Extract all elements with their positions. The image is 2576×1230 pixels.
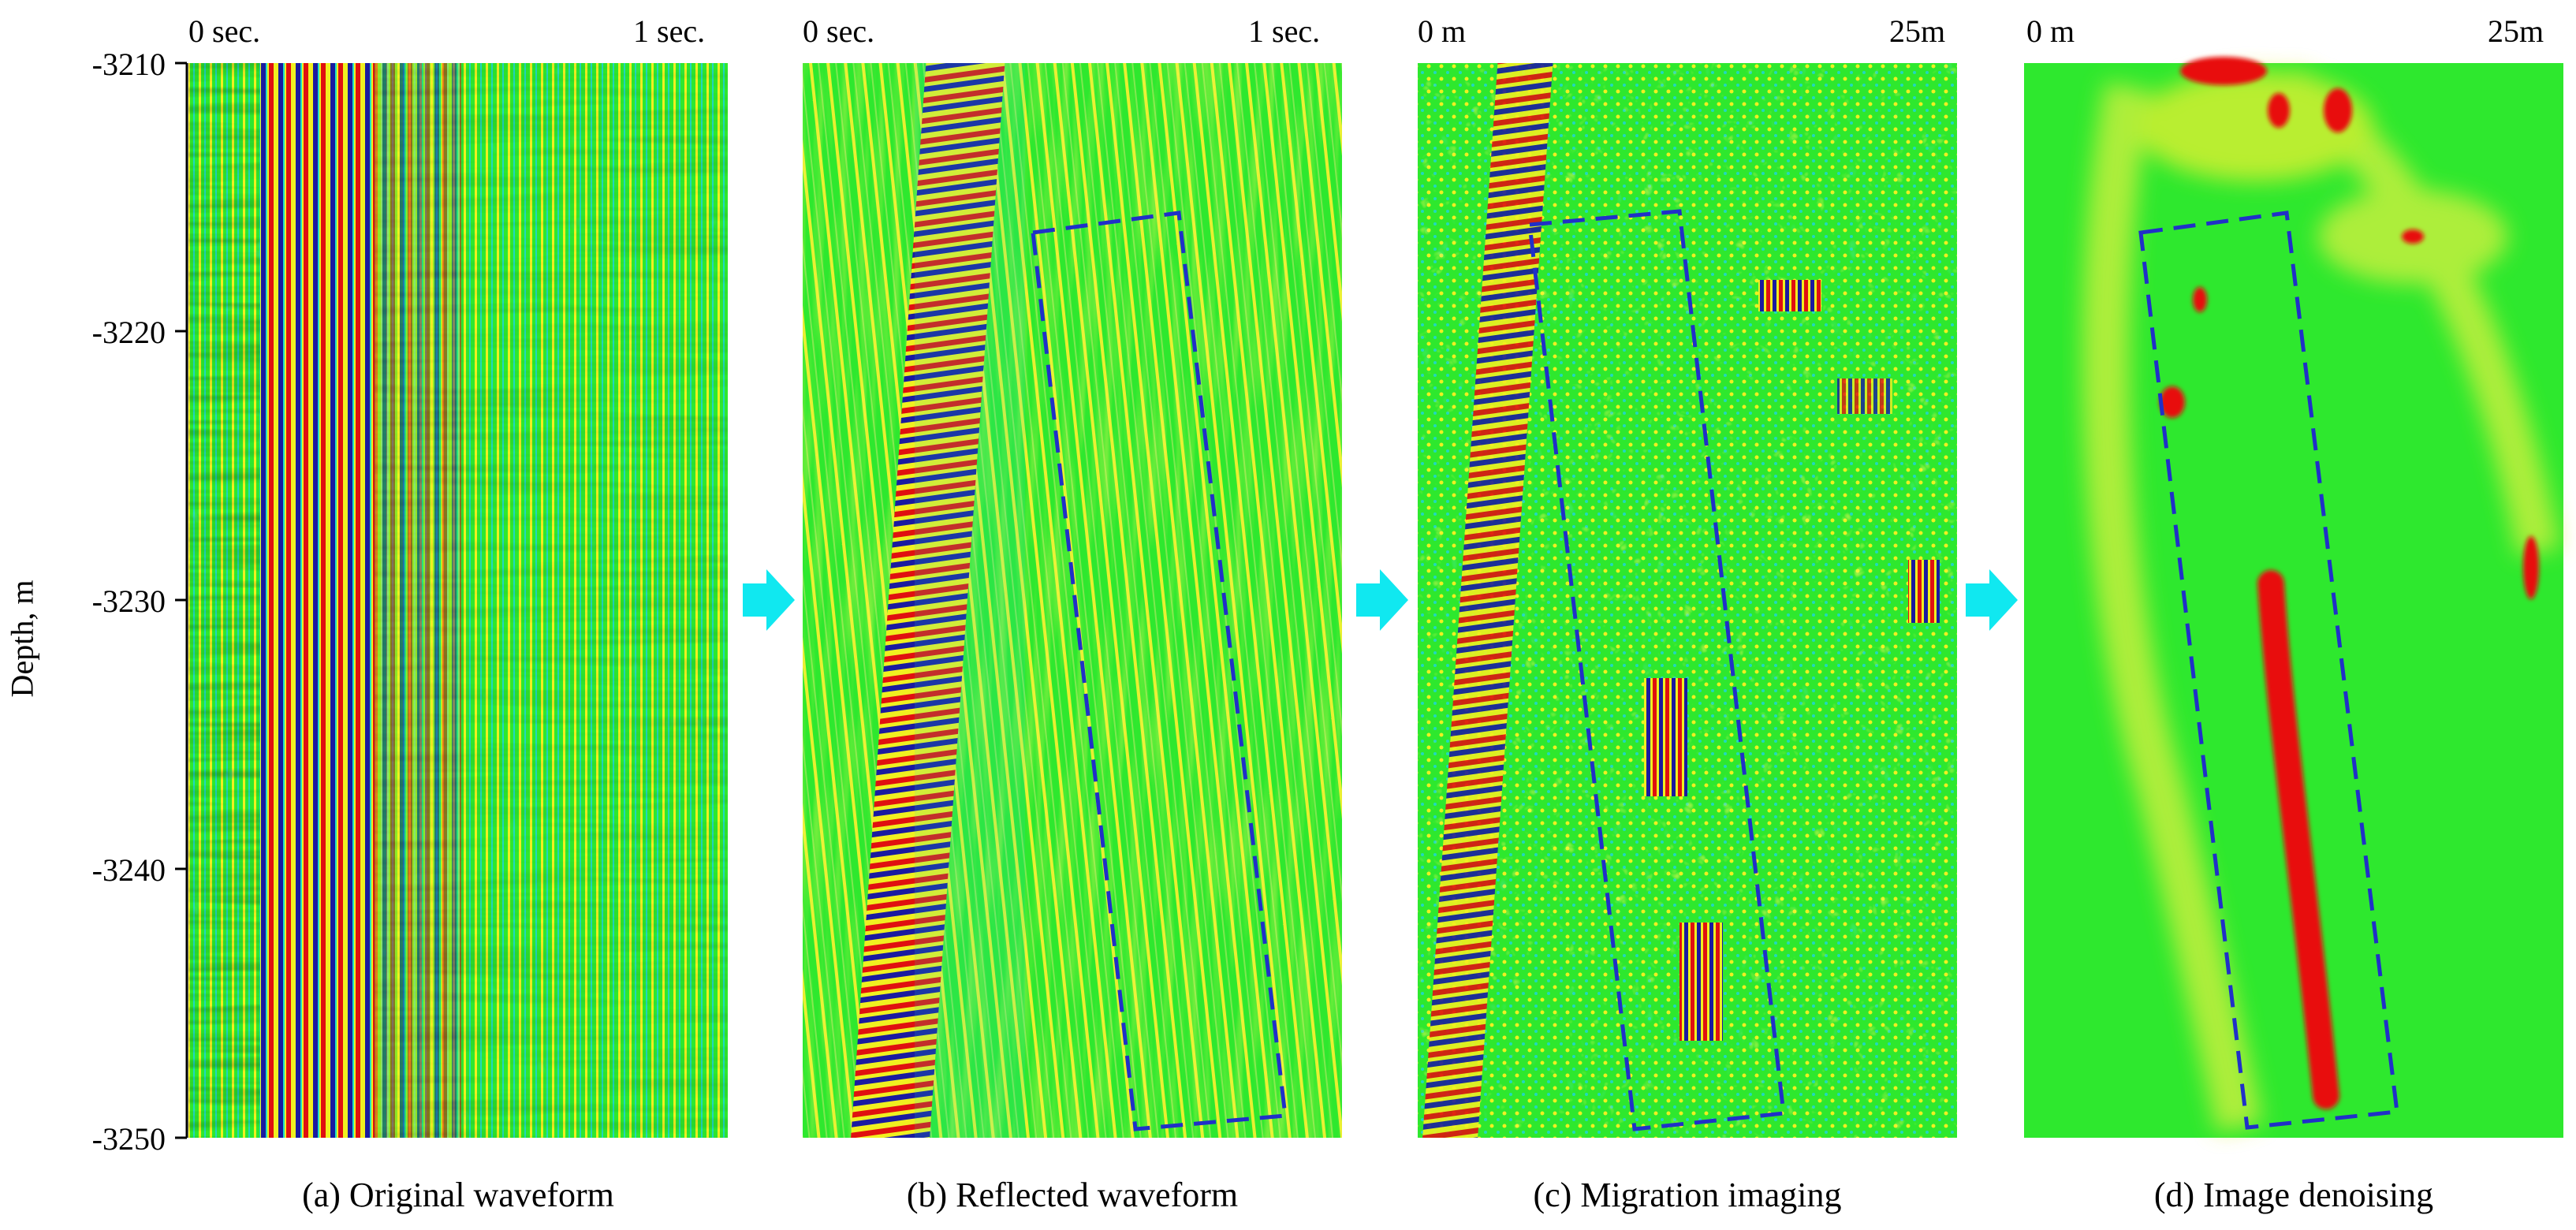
y-tick-label: -3250 <box>91 1121 166 1157</box>
panel-b-x-end-label: 1 sec. <box>1248 13 1321 49</box>
y-tick-label: -3230 <box>91 583 166 619</box>
panel-b-caption: (b) Reflected waveform <box>906 1176 1239 1214</box>
panel-b-reflected-waveform <box>803 63 1342 1138</box>
panel-a-original-waveform <box>188 63 728 1138</box>
y-tick-label: -3220 <box>91 315 166 350</box>
panel-c-x-start-label: 0 m <box>1418 13 1467 49</box>
panel-c-caption: (c) Migration imaging <box>1533 1176 1842 1214</box>
panel-a-caption: (a) Original waveform <box>302 1176 614 1214</box>
panel-a-x-end-label: 1 sec. <box>633 13 706 49</box>
panel-a-x-start-label: 0 sec. <box>188 13 261 49</box>
arrow-a-to-b <box>743 569 795 631</box>
y-tick-label: -3240 <box>91 852 166 888</box>
panel-d-image-denoising <box>2024 57 2563 1138</box>
panel-b-x-start-label: 0 sec. <box>803 13 875 49</box>
panel-d-x-start-label: 0 m <box>2026 13 2075 49</box>
panel-c-migration-imaging <box>1418 63 1957 1138</box>
panel-d-x-end-label: 25m <box>2488 13 2544 49</box>
panel-d-caption: (d) Image denoising <box>2153 1176 2434 1214</box>
panel-d-highlight-box <box>2138 211 2399 1130</box>
panel-c-highlight-box <box>1527 209 1786 1131</box>
y-tick-label: -3210 <box>91 47 166 82</box>
panel-b-highlight-box <box>1031 211 1288 1131</box>
depth-axis <box>175 62 188 1139</box>
panel-c-x-end-label: 25m <box>1889 13 1946 49</box>
arrow-b-to-c <box>1356 569 1408 631</box>
arrow-c-to-d <box>1966 569 2018 631</box>
